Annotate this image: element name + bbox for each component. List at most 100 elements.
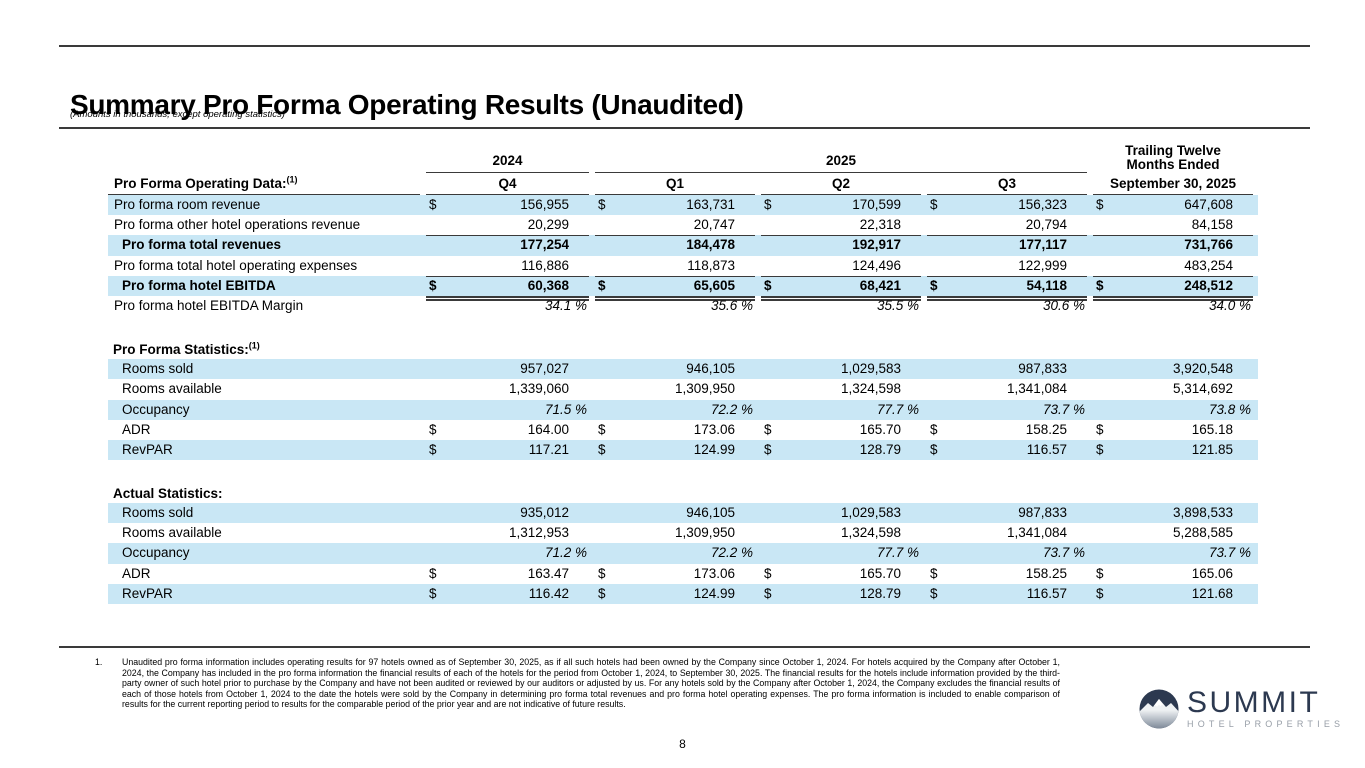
ttm-header-line2: Months Ended bbox=[1126, 156, 1220, 172]
cell-q4: $60,368 bbox=[426, 276, 589, 301]
cell-q1: 1,309,950 bbox=[595, 523, 755, 543]
cell-ttm: 5,288,585 bbox=[1093, 523, 1253, 543]
section-spacer bbox=[108, 316, 1258, 341]
cell-value: 177,117 bbox=[1018, 237, 1067, 253]
cell-ttm: $165.18 bbox=[1093, 420, 1253, 440]
cell-value: 5,314,692 bbox=[1172, 381, 1233, 397]
pro-forma-results-table: 2024 2025 Trailing Twelve Months Ended P… bbox=[108, 140, 1258, 604]
cell-value: 117.21 bbox=[528, 441, 569, 457]
cell-value: 158.25 bbox=[1025, 421, 1067, 437]
cell-value: 158.25 bbox=[1025, 565, 1067, 581]
cell-q4: 34.1 % bbox=[426, 296, 589, 316]
table-row: RevPAR $116.42 $124.99 $128.79 $116.57 $121.6… bbox=[108, 583, 1258, 604]
cell-value: 73.7 % bbox=[1042, 401, 1085, 417]
cell-value: 35.5 % bbox=[876, 297, 919, 313]
year-2025-label: 2025 bbox=[825, 152, 857, 168]
dollar-sign: $ bbox=[930, 197, 938, 212]
cell-q3: 987,833 bbox=[927, 503, 1087, 523]
cell-value: 173.06 bbox=[693, 565, 735, 581]
table-row: Pro forma total hotel operating expenses… bbox=[108, 256, 1258, 277]
dollar-sign: $ bbox=[429, 421, 437, 437]
table-row: Pro forma total revenues 177,254 184,478 19… bbox=[108, 235, 1258, 256]
cell-value: 935,012 bbox=[520, 505, 569, 521]
table-row: Rooms sold 957,027 946,105 1,029,583 987,833… bbox=[108, 359, 1258, 380]
cell-ttm: 3,920,548 bbox=[1093, 359, 1253, 379]
cell-q1: $173.06 bbox=[595, 564, 755, 584]
cell-value: 122,999 bbox=[1018, 257, 1067, 273]
row-label: Rooms sold bbox=[122, 505, 194, 521]
table-row: Pro forma hotel EBITDA $60,368 $65,605 $68,… bbox=[108, 275, 1258, 301]
footer-divider-rule bbox=[59, 646, 1310, 648]
summit-logo: SUMMIT HOTEL PROPERTIES bbox=[1139, 688, 1344, 729]
cell-value: 163.47 bbox=[527, 565, 569, 581]
cell-ttm: 731,766 bbox=[1093, 235, 1253, 255]
cell-value: 987,833 bbox=[1018, 505, 1067, 521]
cell-value: 72.2 % bbox=[710, 545, 753, 561]
cell-q4: $117.21 bbox=[426, 440, 589, 460]
cell-value: 128.79 bbox=[859, 441, 901, 457]
cell-value: 1,029,583 bbox=[840, 505, 901, 521]
cell-value: 116.57 bbox=[1026, 585, 1067, 601]
cell-value: 731,766 bbox=[1184, 237, 1233, 253]
cell-q3: $116.57 bbox=[927, 440, 1087, 460]
row-label: RevPAR bbox=[122, 585, 173, 601]
cell-value: 60,368 bbox=[527, 277, 569, 293]
cell-q3: 73.7 % bbox=[927, 400, 1087, 420]
cell-q2: 1,029,583 bbox=[761, 503, 921, 523]
cell-value: 35.6 % bbox=[710, 297, 753, 313]
cell-q4: 20,299 bbox=[426, 215, 589, 237]
cell-value: 30.6 % bbox=[1042, 297, 1085, 313]
cell-value: 77.7 % bbox=[876, 545, 919, 561]
cell-value: 3,898,533 bbox=[1172, 505, 1233, 521]
cell-value: 84,158 bbox=[1191, 217, 1233, 233]
cell-q1: $124.99 bbox=[595, 440, 755, 460]
dollar-sign: $ bbox=[764, 421, 772, 437]
cell-value: 118,873 bbox=[687, 257, 735, 273]
cell-value: 124,496 bbox=[852, 257, 901, 273]
cell-ttm: $248,512 bbox=[1093, 276, 1253, 301]
cell-q4: 177,254 bbox=[426, 235, 589, 255]
cell-value: 184,478 bbox=[686, 237, 735, 253]
ttm-header-line1: Trailing Twelve bbox=[1125, 143, 1221, 158]
dollar-sign: $ bbox=[930, 421, 938, 437]
cell-q2: $128.79 bbox=[761, 584, 921, 604]
cell-q2: 1,324,598 bbox=[761, 379, 921, 399]
section-heading-footnote-ref: (1) bbox=[248, 341, 260, 351]
logo-tagline: HOTEL PROPERTIES bbox=[1187, 719, 1345, 729]
cell-q3: 1,341,084 bbox=[927, 379, 1087, 399]
cell-value: 165.06 bbox=[1191, 565, 1233, 581]
cell-q1: $124.99 bbox=[595, 584, 755, 604]
row-label: Rooms sold bbox=[122, 361, 194, 377]
cell-value: 20,747 bbox=[693, 217, 735, 233]
cell-value: 116.57 bbox=[1026, 441, 1067, 457]
cell-q4: 1,339,060 bbox=[426, 379, 589, 399]
dollar-sign: $ bbox=[764, 197, 772, 212]
row-label: Pro forma hotel EBITDA bbox=[122, 277, 276, 293]
page-subtitle: (Amounts in thousands, except operating … bbox=[70, 109, 285, 120]
cell-q1: 118,873 bbox=[595, 256, 755, 277]
cell-q3: $158.25 bbox=[927, 420, 1087, 440]
cell-value: 34.0 % bbox=[1208, 297, 1251, 313]
table-body: Pro forma room revenue $156,955 $163,731 $1… bbox=[108, 195, 1258, 604]
section-heading-label: Pro Forma Statistics: bbox=[113, 342, 249, 358]
row-label: Pro forma total revenues bbox=[122, 237, 282, 253]
cell-q3: 30.6 % bbox=[927, 296, 1087, 316]
cell-value: 156,955 bbox=[520, 197, 569, 212]
cell-q2: $165.70 bbox=[761, 564, 921, 584]
dollar-sign: $ bbox=[930, 441, 938, 457]
footnote: 1. Unaudited pro forma information inclu… bbox=[95, 657, 1060, 710]
dollar-sign: $ bbox=[1096, 565, 1104, 581]
column-header-q2: Q2 bbox=[761, 173, 921, 195]
dollar-sign: $ bbox=[429, 565, 437, 581]
cell-q1: 184,478 bbox=[595, 235, 755, 255]
cell-q4: $164.00 bbox=[426, 420, 589, 440]
cell-ttm: 84,158 bbox=[1093, 215, 1253, 237]
cell-q4: 71.5 % bbox=[426, 400, 589, 420]
column-header-q4: Q4 bbox=[426, 173, 589, 195]
cell-q4: $156,955 bbox=[426, 195, 589, 215]
cell-value: 5,288,585 bbox=[1172, 525, 1233, 541]
logo-name: SUMMIT bbox=[1187, 686, 1321, 719]
cell-value: 73.7 % bbox=[1042, 545, 1085, 561]
cell-value: 128.79 bbox=[859, 585, 901, 601]
cell-q1: 35.6 % bbox=[595, 296, 755, 316]
